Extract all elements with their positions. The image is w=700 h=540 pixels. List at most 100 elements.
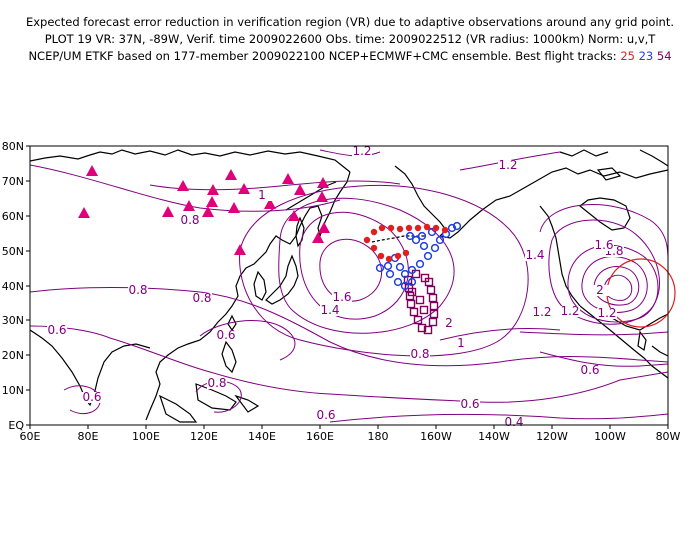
contour-label: 1.4 <box>525 248 544 262</box>
track-23-point <box>417 231 427 241</box>
observation-site-marker <box>317 177 329 188</box>
contour-label: 1.6 <box>332 290 351 304</box>
track-25-point <box>405 224 413 232</box>
observation-site-marker <box>78 207 90 218</box>
track-23-point <box>400 269 410 279</box>
contour-label: 2 <box>445 316 453 330</box>
contour-label: 0.6 <box>82 390 101 404</box>
contour-label-bg <box>525 250 545 261</box>
lon-tick-label: 60E <box>20 430 41 443</box>
track-54-point <box>420 273 430 283</box>
track-25-point <box>414 224 422 232</box>
contour-label-bg <box>410 349 430 360</box>
track-54-point <box>406 299 416 309</box>
track-25-point <box>423 223 431 231</box>
lat-tick-label: EQ <box>8 419 24 432</box>
lon-tick-label: 80E <box>78 430 99 443</box>
observation-site-marker <box>177 180 189 191</box>
track-54-point <box>429 301 439 311</box>
contour-label: 1.6 <box>594 238 613 252</box>
observation-site-marker <box>288 210 300 221</box>
track-54-point <box>411 269 421 279</box>
observation-site-marker <box>282 173 294 184</box>
flight-track-23 <box>375 221 462 291</box>
track-23-point <box>400 281 410 291</box>
contour-label-bg <box>252 190 272 201</box>
observation-site-marker <box>207 184 219 195</box>
track-23-point <box>452 221 462 231</box>
lon-tick-label: 180 <box>368 430 389 443</box>
track-25-point <box>378 224 386 232</box>
contour-label-bg <box>47 325 67 336</box>
contour-labels: 1.21.210.81.41.61.821.41.21.21.60.80.80.… <box>47 144 624 429</box>
contour-label: 0.6 <box>47 323 66 337</box>
track-54-point <box>423 325 433 335</box>
observation-site-marker <box>202 206 214 217</box>
map-frame <box>29 145 669 426</box>
track-54-point <box>417 323 427 333</box>
track-54-point <box>419 305 429 315</box>
contour-label-bg <box>460 399 480 410</box>
contour-label-bg <box>332 292 352 303</box>
contour-label: 0.8 <box>207 376 226 390</box>
track-25-point <box>385 255 393 263</box>
contour-label-bg <box>82 392 102 403</box>
contour-label: 1 <box>258 188 266 202</box>
track-54-point <box>409 307 419 317</box>
track-23-point <box>393 277 403 287</box>
lat-tick-label: 10N <box>2 384 24 397</box>
track-25-point <box>370 228 378 236</box>
track-54-point <box>428 293 438 303</box>
flight-track-25 <box>363 223 449 263</box>
contour-label: 1.2 <box>498 158 517 172</box>
track-23-point <box>415 259 425 269</box>
track-25-label: 25 <box>620 49 635 63</box>
contour-label: 0.6 <box>580 363 599 377</box>
lat-tick-label: 70N <box>2 175 24 188</box>
track-23-point <box>375 263 385 273</box>
contour-label: 1.2 <box>352 144 371 158</box>
track-54-point <box>413 315 423 325</box>
contour-label: 0.8 <box>410 347 429 361</box>
track-23-point <box>383 261 393 271</box>
observation-site-marker <box>162 206 174 217</box>
observation-site-marker <box>234 244 246 255</box>
contour-label-bg <box>580 365 600 376</box>
contour-label: 1.2 <box>597 306 616 320</box>
track-23-point <box>419 241 429 251</box>
observation-site-marker <box>225 169 237 180</box>
contour-label-bg <box>180 215 200 226</box>
contour-label-bg <box>597 308 617 319</box>
contour-label: 0.6 <box>460 397 479 411</box>
observation-site-marker <box>312 232 324 243</box>
track-25-point <box>363 236 371 244</box>
contour-label-bg <box>207 378 227 389</box>
lon-tick-label: 120W <box>536 430 568 443</box>
track-23-point <box>385 269 395 279</box>
track-23-point <box>430 243 440 253</box>
track-23-point <box>427 227 437 237</box>
contour-label-bg <box>560 306 580 317</box>
track-23-point <box>395 262 405 272</box>
contour-label-bg <box>590 285 610 296</box>
track-25-point <box>377 252 385 260</box>
axis-ticks: 60E 80E 100E 120E 140E 160E 180 160W 140W 120W 100… <box>2 140 681 443</box>
track-23-point <box>407 265 417 275</box>
lon-tick-label: 100E <box>132 430 160 443</box>
contour-label-bg <box>192 293 212 304</box>
observation-site-marker <box>228 202 240 213</box>
observation-site-marker <box>316 191 328 202</box>
contour-label-bg <box>532 307 552 318</box>
contour-label: 2 <box>596 283 604 297</box>
observation-site-marker <box>183 200 195 211</box>
observation-site-marker <box>206 196 218 207</box>
track-23-point <box>405 231 415 241</box>
contour-label-bg <box>128 285 148 296</box>
contour-label: 0.8 <box>192 291 211 305</box>
track-23-label: 23 <box>638 49 654 63</box>
contour-label: 0.8 <box>128 283 147 297</box>
plot-header: Expected forecast error reduction in ver… <box>0 14 700 65</box>
contour-label: 0.4 <box>504 415 523 429</box>
contour-label: 0.8 <box>180 213 199 227</box>
